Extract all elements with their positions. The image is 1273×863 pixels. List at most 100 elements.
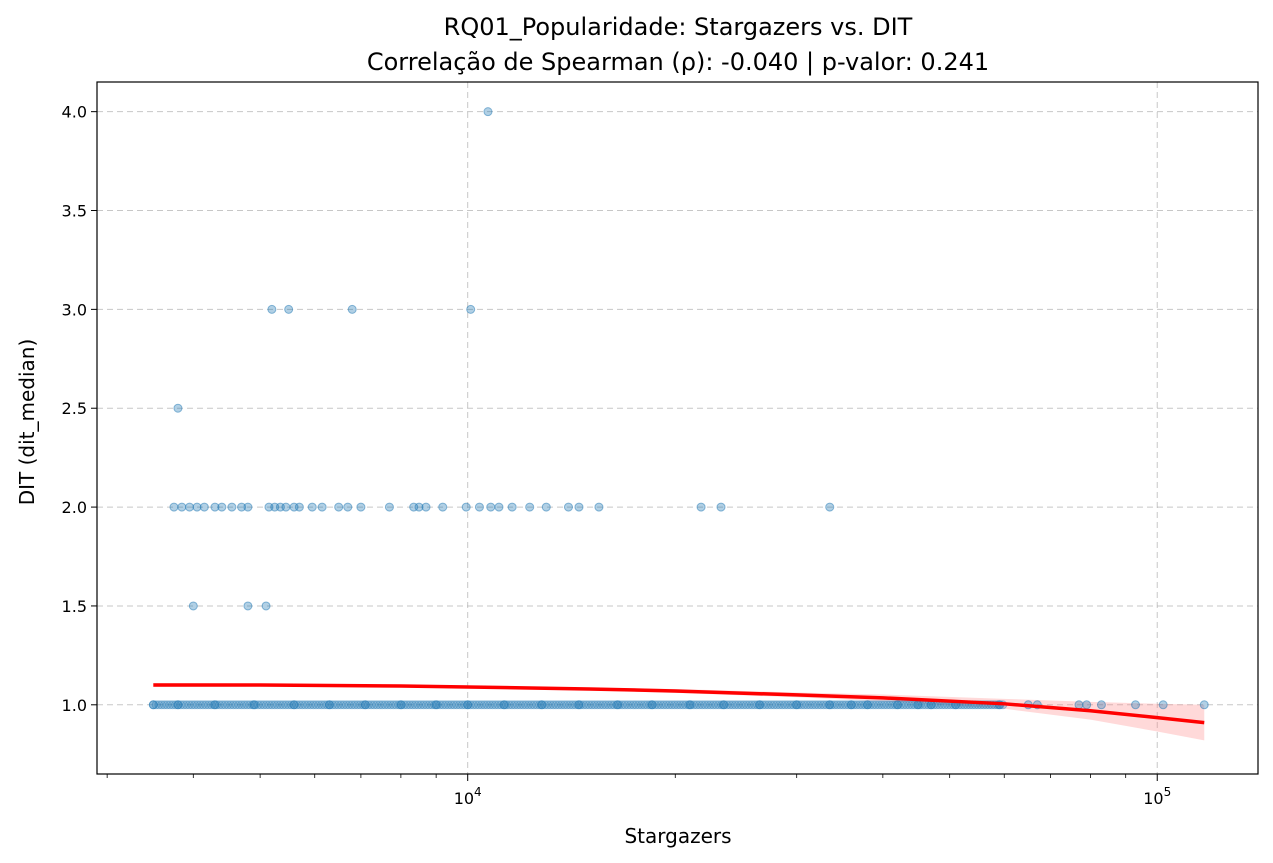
scatter-point-dense [609,700,619,710]
scatter-point-dense [901,700,911,710]
scatter-point-dense [515,700,525,710]
scatter-point-dense [899,700,909,710]
scatter-point-dense [344,700,354,710]
grid [97,82,1258,774]
scatter-point-dense [259,700,269,710]
scatter-point-dense [446,700,456,710]
scatter-point [486,502,496,512]
scatter-point-dense [728,700,738,710]
scatter-point-dense [267,700,277,710]
scatter-point-dense [645,700,655,710]
scatter-point-dense [780,700,790,710]
scatter-point-dense [264,700,274,710]
scatter-point-dense [341,700,351,710]
scatter-point [438,502,448,512]
y-tick-label: 3.0 [62,300,87,319]
scatter-point-dense [521,700,531,710]
scatter-point-dense [581,700,591,710]
scatter-point-dense [314,700,324,710]
scatter-point-dense [703,700,713,710]
scatter-point-dense [317,700,327,710]
scatter-point-dense [187,700,197,710]
scatter-point-dense [443,700,453,710]
scatter-point-dense [201,700,211,710]
scatter-point-dense [557,700,567,710]
scatter-point-dense [294,700,304,710]
scatter-point-dense [614,700,624,710]
scatter-point-dense [642,700,652,710]
scatter-point-dense [179,700,189,710]
scatter-point-dense [623,700,633,710]
scatter-point-dense [507,700,517,710]
scatter-point [281,502,291,512]
x-tick-label: 104 [454,785,482,808]
scatter-point-dense [888,700,898,710]
scatter-point-dense [810,700,820,710]
scatter-point-dense [162,700,172,710]
scatter-point-dense [361,700,371,710]
scatter-point [463,700,473,710]
scatter-point-dense [226,700,236,710]
scatter-point-dense [716,700,726,710]
scatter-point-dense [590,700,600,710]
scatter-point-dense [234,700,244,710]
scatter-point-dense [512,700,522,710]
scatter-point [1096,700,1106,710]
scatter-point-dense [435,700,445,710]
scatter-point-dense [441,700,451,710]
scatter-point [284,304,294,314]
y-axis-ticks: 1.0 1.5 2.0 2.5 3.0 3.5 4.0 [62,103,97,715]
scatter-point [148,700,158,710]
scatter-point-dense [769,700,779,710]
scatter-point-dense [319,700,329,710]
scatter-point [574,502,584,512]
scatter-point-dense [176,700,186,710]
scatter-point [431,700,441,710]
scatter-point-dense [736,700,746,710]
scatter-point-dense [278,700,288,710]
scatter-point-dense [518,700,528,710]
scatter-point [237,502,247,512]
scatter-point-dense [416,700,426,710]
scatter-point-dense [237,700,247,710]
scatter-point-dense [548,700,558,710]
scatter-point [307,502,317,512]
scatter-point [227,502,237,512]
scatter-point-dense [540,700,550,710]
x-axis-label: Stargazers [624,824,731,848]
scatter-point [261,601,271,611]
y-tick-label: 1.5 [62,597,87,616]
scatter-point-dense [661,700,671,710]
scatter-point-dense [708,700,718,710]
scatter-point-dense [601,700,611,710]
scatter-point-dense [286,700,296,710]
scatter-point-dense [879,700,889,710]
confidence-band-area [153,683,1205,741]
scatter-point-dense [739,700,749,710]
scatter-point [173,700,183,710]
scatter-point-dense [410,700,420,710]
scatter-point-dense [322,700,332,710]
scatter-point-dense [733,700,743,710]
x-tick-base: 10 [454,789,474,808]
scatter-point-dense [292,700,302,710]
scatter-point-dense [824,700,834,710]
scatter-point-dense [303,700,313,710]
x-tick-base: 10 [1143,789,1163,808]
scatter-point [494,502,504,512]
scatter-point-dense [488,700,498,710]
scatter-point-dense [154,700,164,710]
scatter-point-dense [369,700,379,710]
scatter-point-dense [289,700,299,710]
scatter-point-dense [308,700,318,710]
scatter-point-dense [860,700,870,710]
scatter-point-dense [363,700,373,710]
scatter-point [210,502,220,512]
scatter-point-dense [808,700,818,710]
scatter-point-dense [355,700,365,710]
scatter-point-dense [766,700,776,710]
scatter-point [507,502,517,512]
scatter-point-dense [457,700,467,710]
scatter-point-dense [543,700,553,710]
scatter-point-dense [783,700,793,710]
